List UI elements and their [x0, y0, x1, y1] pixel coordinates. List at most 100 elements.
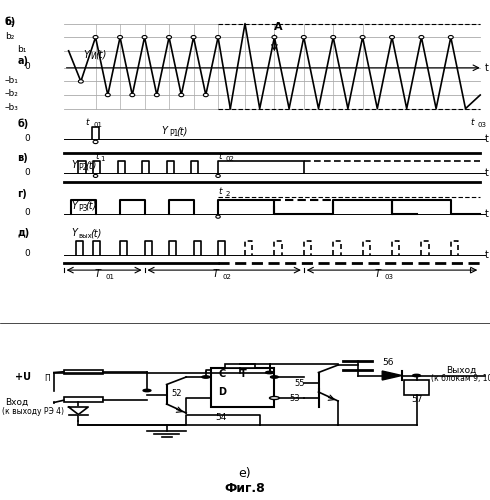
Circle shape — [216, 36, 220, 39]
Text: Выход: Выход — [446, 366, 476, 375]
Circle shape — [154, 94, 159, 96]
Text: б): б) — [5, 16, 16, 27]
Circle shape — [78, 80, 83, 83]
Circle shape — [331, 36, 336, 39]
Text: T: T — [374, 269, 380, 279]
Text: t: t — [485, 209, 489, 219]
Text: Р1: Р1 — [169, 129, 178, 138]
Text: t: t — [96, 152, 99, 161]
Text: 02: 02 — [223, 274, 232, 280]
Bar — [211, 368, 274, 407]
Text: t: t — [485, 63, 489, 73]
Circle shape — [360, 36, 365, 39]
Text: t: t — [485, 168, 489, 178]
Circle shape — [143, 390, 151, 392]
Circle shape — [272, 36, 277, 39]
Text: 0: 0 — [24, 134, 30, 142]
Text: 0: 0 — [24, 208, 30, 218]
Text: 57: 57 — [412, 396, 423, 404]
Text: Y: Y — [71, 201, 77, 211]
Text: Y: Y — [162, 126, 168, 136]
Circle shape — [167, 36, 172, 39]
Text: 03: 03 — [478, 122, 487, 128]
Bar — [225, 364, 255, 368]
Text: b₃: b₃ — [5, 18, 14, 27]
Circle shape — [93, 36, 98, 39]
Circle shape — [216, 215, 220, 218]
Text: (к блокам 9, 10): (к блокам 9, 10) — [431, 374, 490, 383]
Text: 0: 0 — [24, 62, 30, 72]
Circle shape — [216, 174, 220, 178]
Text: t: t — [86, 118, 89, 127]
Text: 01: 01 — [105, 274, 114, 280]
Text: D: D — [218, 387, 226, 397]
Circle shape — [93, 140, 98, 143]
Text: C: C — [218, 369, 225, 379]
Bar — [404, 380, 429, 395]
Circle shape — [266, 372, 273, 374]
Text: 0: 0 — [24, 250, 30, 258]
Circle shape — [270, 376, 278, 378]
Text: Р2: Р2 — [78, 163, 88, 172]
Text: вых: вых — [78, 233, 92, 239]
Text: 0: 0 — [24, 168, 30, 176]
Text: 54: 54 — [216, 413, 227, 422]
Text: T: T — [213, 269, 219, 279]
Circle shape — [105, 94, 110, 96]
Circle shape — [191, 36, 196, 39]
Text: –b₃: –b₃ — [5, 103, 19, 112]
Text: Р3: Р3 — [78, 204, 88, 212]
Text: а): а) — [17, 56, 28, 66]
Text: 53: 53 — [289, 394, 300, 403]
Circle shape — [130, 94, 135, 96]
Circle shape — [419, 36, 424, 39]
Text: b₁: b₁ — [17, 46, 26, 54]
Text: в): в) — [17, 153, 28, 163]
Circle shape — [301, 36, 306, 39]
Text: t: t — [218, 186, 221, 196]
Text: –b₂: –b₂ — [5, 90, 19, 98]
Circle shape — [270, 396, 279, 400]
Circle shape — [203, 94, 208, 96]
Text: +U: +U — [15, 372, 31, 382]
Circle shape — [179, 94, 184, 96]
Text: t: t — [485, 250, 489, 260]
Text: е): е) — [239, 466, 251, 479]
Circle shape — [93, 174, 98, 178]
Text: д): д) — [17, 228, 29, 237]
Text: (к выходу РЭ 4): (к выходу РЭ 4) — [2, 407, 65, 416]
Text: –b₁: –b₁ — [5, 76, 19, 85]
Text: t: t — [470, 118, 474, 127]
Bar — [64, 397, 103, 402]
Text: t: t — [218, 152, 221, 161]
Polygon shape — [69, 407, 88, 414]
Text: 01: 01 — [93, 122, 102, 128]
Text: б): б) — [17, 118, 28, 129]
Circle shape — [118, 36, 122, 39]
Text: (t): (t) — [86, 201, 97, 211]
Polygon shape — [382, 371, 402, 380]
Text: T: T — [240, 369, 247, 379]
Circle shape — [202, 376, 210, 378]
Circle shape — [142, 36, 147, 39]
Text: И: И — [91, 52, 97, 62]
Text: Фиг.8: Фиг.8 — [224, 482, 266, 494]
Text: г): г) — [17, 188, 27, 198]
Text: Вход: Вход — [5, 398, 28, 407]
Text: (t): (t) — [91, 228, 102, 238]
Text: 03: 03 — [385, 274, 393, 280]
Text: П: П — [44, 374, 50, 382]
Text: 2: 2 — [225, 192, 230, 198]
Text: (t): (t) — [96, 50, 107, 59]
Text: 02: 02 — [225, 156, 234, 162]
Text: b₂: b₂ — [5, 32, 14, 40]
Text: t: t — [485, 134, 489, 144]
Text: Y: Y — [71, 228, 77, 238]
Text: Y: Y — [71, 160, 77, 170]
Text: Y: Y — [83, 50, 89, 59]
Text: A: A — [274, 22, 283, 32]
Text: (t): (t) — [176, 126, 188, 136]
Text: 52: 52 — [172, 390, 182, 398]
Circle shape — [413, 374, 420, 376]
Text: 55: 55 — [294, 379, 304, 388]
